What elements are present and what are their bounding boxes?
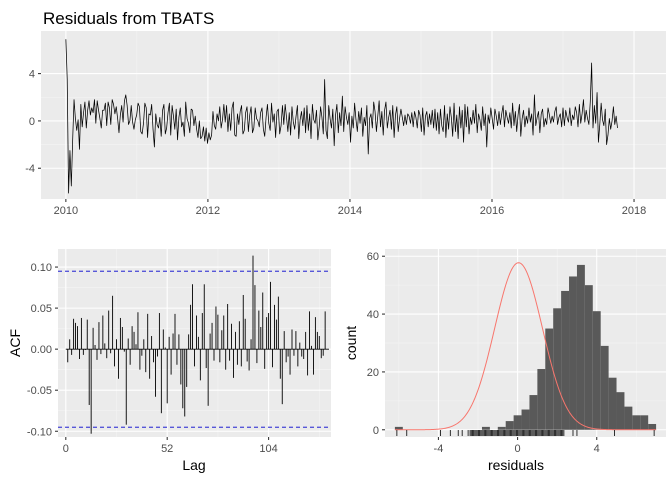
x-tick-label: 2010 — [54, 205, 78, 217]
histogram-bar — [529, 395, 538, 430]
y-tick-label: 0.00 — [31, 344, 52, 356]
histogram-bar — [616, 392, 625, 430]
y-tick-label: -4 — [25, 163, 35, 175]
x-tick-label: 0 — [515, 443, 521, 455]
acf-chart: 0 52 104 -0.10 -0.05 0.00 0.05 0.10 Lag ACF — [7, 249, 331, 473]
y-tick-label: 60 — [367, 251, 379, 263]
histogram-bar — [608, 377, 617, 430]
histogram-bar — [537, 369, 546, 430]
histogram-x-axis-label: residuals — [488, 457, 544, 473]
histogram-bar — [624, 406, 633, 430]
histogram-bar — [640, 415, 649, 430]
histogram-bar — [600, 345, 609, 430]
x-tick-label: 52 — [161, 443, 173, 455]
residuals-panel-background — [41, 31, 666, 199]
histogram-bar — [576, 264, 585, 430]
histogram-bar — [497, 426, 506, 430]
acf-x-axis-label: Lag — [182, 457, 205, 473]
normal-density-curve — [394, 262, 657, 431]
histogram-bar — [632, 415, 641, 430]
x-tick-label: 0 — [63, 443, 69, 455]
y-tick-label: 0.05 — [31, 303, 52, 315]
y-tick-label: -0.05 — [27, 385, 52, 397]
y-tick-label: 20 — [367, 367, 379, 379]
x-tick-label: 2016 — [480, 205, 504, 217]
histogram-bar — [592, 311, 601, 430]
y-tick-label: 0 — [373, 425, 379, 437]
histogram-bar — [505, 421, 514, 430]
acf-y-axis-label: ACF — [7, 329, 23, 357]
y-tick-label: 40 — [367, 309, 379, 321]
x-tick-label: 2018 — [622, 205, 646, 217]
histogram-bar — [569, 276, 577, 430]
x-tick-label: 104 — [259, 443, 277, 455]
histogram-bar — [648, 423, 657, 430]
x-tick-label: -4 — [434, 443, 444, 455]
histogram-bar — [584, 285, 593, 430]
acf-panel-background — [58, 249, 331, 437]
y-tick-label: 4 — [29, 69, 35, 81]
histogram-bar — [481, 426, 490, 430]
y-tick-label: 0 — [29, 116, 35, 128]
y-tick-label: 0.10 — [31, 262, 52, 274]
histogram-bar — [561, 290, 570, 430]
histogram-bar — [545, 328, 554, 430]
x-tick-label: 2014 — [338, 205, 362, 217]
histogram-bar — [394, 426, 403, 430]
y-tick-label: -0.10 — [27, 426, 52, 438]
residuals-line-chart: 2010 2012 2014 2016 2018 -4 0 4 — [25, 31, 666, 217]
x-tick-label: 2012 — [196, 205, 220, 217]
residuals-series-line — [65, 39, 618, 194]
histogram-bar — [513, 415, 522, 430]
histogram-y-axis-label: count — [343, 326, 359, 360]
chart-title: Residuals from TBATS — [43, 9, 214, 28]
x-tick-label: 4 — [594, 443, 600, 455]
histogram-bar — [521, 409, 530, 430]
histogram-bar — [553, 308, 562, 430]
